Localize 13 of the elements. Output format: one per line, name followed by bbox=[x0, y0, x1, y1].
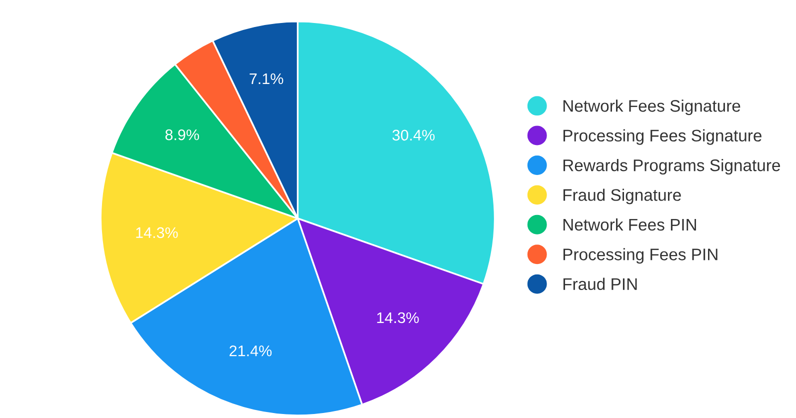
legend-label: Fraud Signature bbox=[563, 188, 681, 204]
data-label: 14.3% bbox=[377, 312, 419, 324]
data-label: 7.1% bbox=[250, 73, 284, 84]
legend-label: Network Fees PIN bbox=[563, 218, 696, 231]
legend-label: Rewards Programs Signature bbox=[563, 158, 780, 175]
legend-label: Network Fees Signature bbox=[563, 100, 740, 116]
data-label: 8.9% bbox=[165, 129, 200, 140]
data-label: 21.4% bbox=[230, 345, 272, 356]
data-label: 14.3% bbox=[136, 227, 178, 238]
legend-label: Processing Fees PIN bbox=[563, 248, 718, 264]
legend-label: Fraud PIN bbox=[563, 278, 637, 290]
legend-label: Processing Fees Signature bbox=[563, 129, 762, 145]
data-label: 30.4% bbox=[392, 130, 435, 141]
